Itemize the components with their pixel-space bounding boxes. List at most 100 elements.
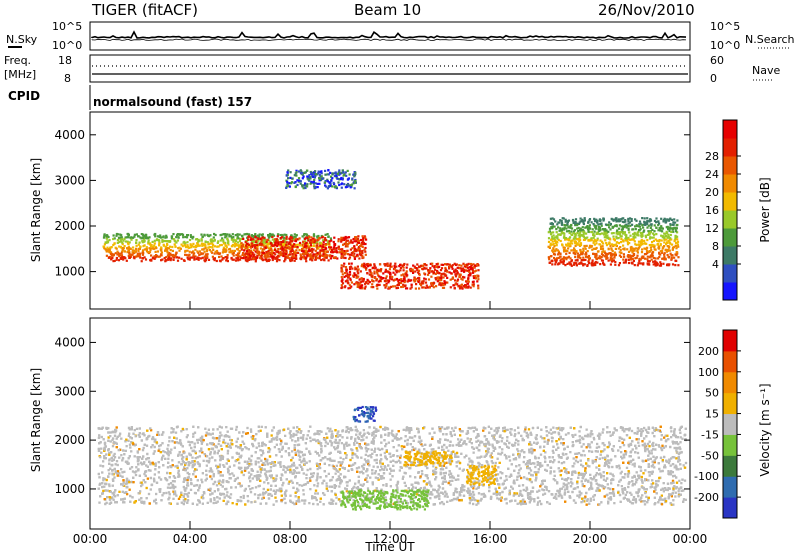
heatmap-cell [638, 241, 640, 243]
heatmap-cell [125, 240, 127, 242]
heatmap-cell [582, 263, 584, 265]
heatmap-cell [287, 256, 289, 258]
heatmap-cell [303, 187, 305, 189]
heatmap-cell [361, 250, 363, 252]
heatmap-cell [179, 234, 181, 236]
heatmap-cell [406, 264, 408, 266]
heatmap-cell [608, 260, 610, 262]
heatmap-cell [551, 263, 553, 265]
heatmap-cell [161, 259, 163, 261]
heatmap-cell [674, 222, 676, 224]
heatmap-cell [391, 278, 393, 280]
heatmap-cell [469, 266, 471, 268]
heatmap-cell [247, 253, 249, 255]
heatmap-cell [181, 258, 183, 260]
heatmap-cell [135, 248, 137, 250]
heatmap-cell [277, 251, 279, 253]
nsearch-tick-top: 10^5 [710, 20, 740, 33]
heatmap-cell [460, 265, 462, 267]
heatmap-cell [345, 252, 347, 254]
heatmap-cell [365, 267, 367, 269]
heatmap-cell [164, 250, 166, 252]
heatmap-cell [650, 249, 652, 251]
heatmap-cell [656, 240, 658, 242]
heatmap-cell [662, 263, 664, 265]
heatmap-cell [651, 241, 653, 243]
heatmap-cell [576, 228, 578, 230]
heatmap-cell [623, 262, 625, 264]
heatmap-cell [294, 260, 296, 262]
heatmap-cell [291, 246, 293, 248]
heatmap-cell [389, 273, 391, 275]
heatmap-cell [260, 247, 262, 249]
heatmap-cell [301, 244, 303, 246]
heatmap-cell [601, 241, 603, 243]
heatmap-cell [259, 257, 261, 259]
heatmap-cell [204, 255, 206, 257]
heatmap-cell [243, 233, 245, 235]
heatmap-cell [655, 257, 657, 259]
heatmap-cell [325, 186, 327, 188]
heatmap-cell [658, 248, 660, 250]
heatmap-cell [326, 254, 328, 256]
heatmap-cell [608, 252, 610, 254]
heatmap-cell [223, 233, 225, 235]
heatmap-cell [180, 248, 182, 250]
heatmap-cell [212, 256, 214, 258]
heatmap-cell [197, 241, 199, 243]
heatmap-cell [306, 234, 308, 236]
heatmap-cell [618, 220, 620, 222]
heatmap-cell [231, 239, 233, 241]
heatmap-cell [230, 250, 232, 252]
heatmap-cell [259, 243, 261, 245]
heatmap-cell [606, 244, 608, 246]
heatmap-cell [621, 218, 623, 220]
heatmap-cell [636, 255, 638, 257]
heatmap-cell [374, 267, 376, 269]
heatmap-cell [324, 170, 326, 172]
heatmap-cell [280, 254, 282, 256]
heatmap-cell [406, 287, 408, 289]
heatmap-cell [626, 240, 628, 242]
heatmap-cell [645, 253, 647, 255]
heatmap-cell [256, 252, 258, 254]
heatmap-cell [667, 245, 669, 247]
heatmap-cell [599, 233, 601, 235]
heatmap-cell [359, 245, 361, 247]
heatmap-cell [173, 238, 175, 240]
heatmap-cell [559, 256, 561, 258]
heatmap-cell [465, 284, 467, 286]
heatmap-cell [397, 287, 399, 289]
heatmap-cell [283, 237, 285, 239]
heatmap-cell [316, 257, 318, 259]
heatmap-cell [667, 237, 669, 239]
heatmap-cell [404, 277, 406, 279]
heatmap-cell [430, 276, 432, 278]
heatmap-cell [269, 252, 271, 254]
heatmap-cell [154, 242, 156, 244]
heatmap-cell [139, 255, 141, 257]
heatmap-cell [346, 237, 348, 239]
heatmap-cell [360, 254, 362, 256]
heatmap-cell [145, 236, 147, 238]
heatmap-cell [194, 249, 196, 251]
heatmap-cell [609, 245, 611, 247]
heatmap-cell [588, 262, 590, 264]
heatmap-cell [365, 239, 367, 241]
heatmap-cell [171, 235, 173, 237]
heatmap-cell [627, 220, 629, 222]
heatmap-cell [562, 263, 564, 265]
heatmap-cell [235, 234, 237, 236]
heatmap-cell [371, 272, 373, 274]
heatmap-cell [241, 247, 243, 249]
heatmap-cell [139, 242, 141, 244]
heatmap-cell [117, 239, 119, 241]
heatmap-cell [205, 259, 207, 261]
heatmap-cell [112, 238, 114, 240]
heatmap-cell [648, 263, 650, 265]
heatmap-cell [110, 253, 112, 255]
heatmap-cell [326, 251, 328, 253]
heatmap-cell [477, 287, 479, 289]
heatmap-cell [623, 256, 625, 258]
heatmap-cell [604, 239, 606, 241]
